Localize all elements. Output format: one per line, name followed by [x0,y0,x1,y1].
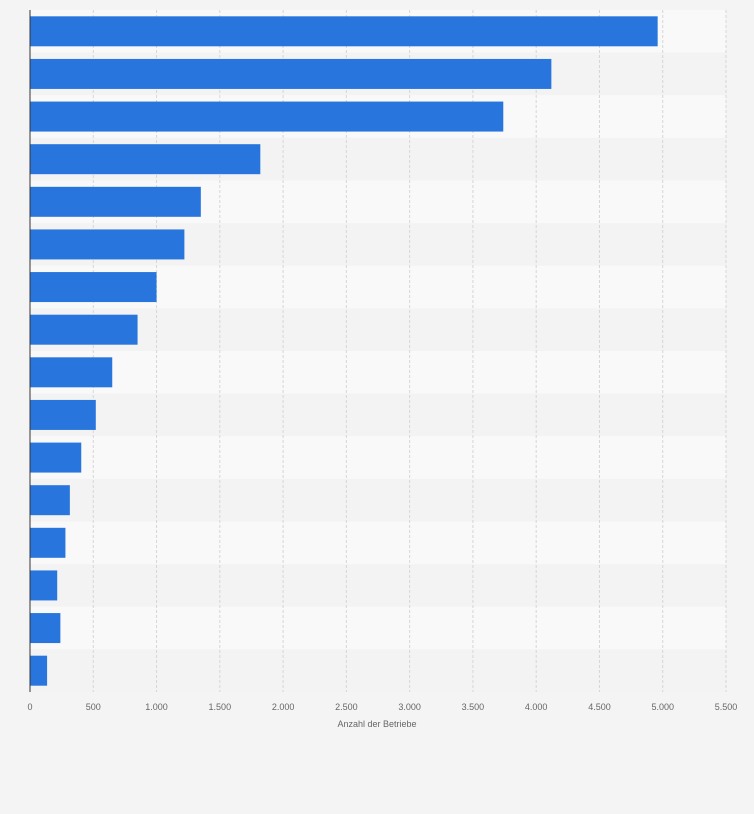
row-band [30,351,726,394]
bar [30,527,66,558]
bar [30,314,138,345]
bar [30,485,70,516]
bar [30,570,58,601]
bar [30,399,96,430]
bar [30,613,61,644]
x-tick-label: 5.500 [715,702,738,712]
x-tick-label: 0 [27,702,32,712]
row-band [30,564,726,607]
x-axis-label: Anzahl der Betriebe [337,719,416,729]
bar [30,58,552,89]
x-tick-label: 500 [86,702,101,712]
bars [30,16,658,686]
bar [30,229,185,260]
row-band [30,521,726,565]
x-tick-label: 3.000 [398,702,421,712]
bar [30,186,201,217]
bar [30,272,157,303]
x-tick-label: 4.000 [525,702,548,712]
x-tick-label: 5.000 [651,702,674,712]
row-band [30,308,726,351]
row-band [30,478,726,522]
bar [30,101,504,132]
x-tick-label: 1.500 [209,702,232,712]
x-tick-label: 2.500 [335,702,358,712]
x-tick-label: 2.000 [272,702,295,712]
bar [30,16,658,47]
row-band [30,436,726,479]
bar [30,357,113,388]
row-band [30,649,726,692]
row-band [30,606,726,650]
gridlines [92,10,727,692]
x-tick-label: 4.500 [588,702,611,712]
bar [30,144,261,175]
x-tick-label: 1.000 [145,702,168,712]
x-tick-label: 3.500 [462,702,485,712]
bar [30,655,48,686]
bar [30,442,82,473]
row-band [30,393,726,437]
x-tick-labels: 0 500 1.000 1.500 2.000 2.500 3.000 3.500 4.000 4… [27,702,737,712]
